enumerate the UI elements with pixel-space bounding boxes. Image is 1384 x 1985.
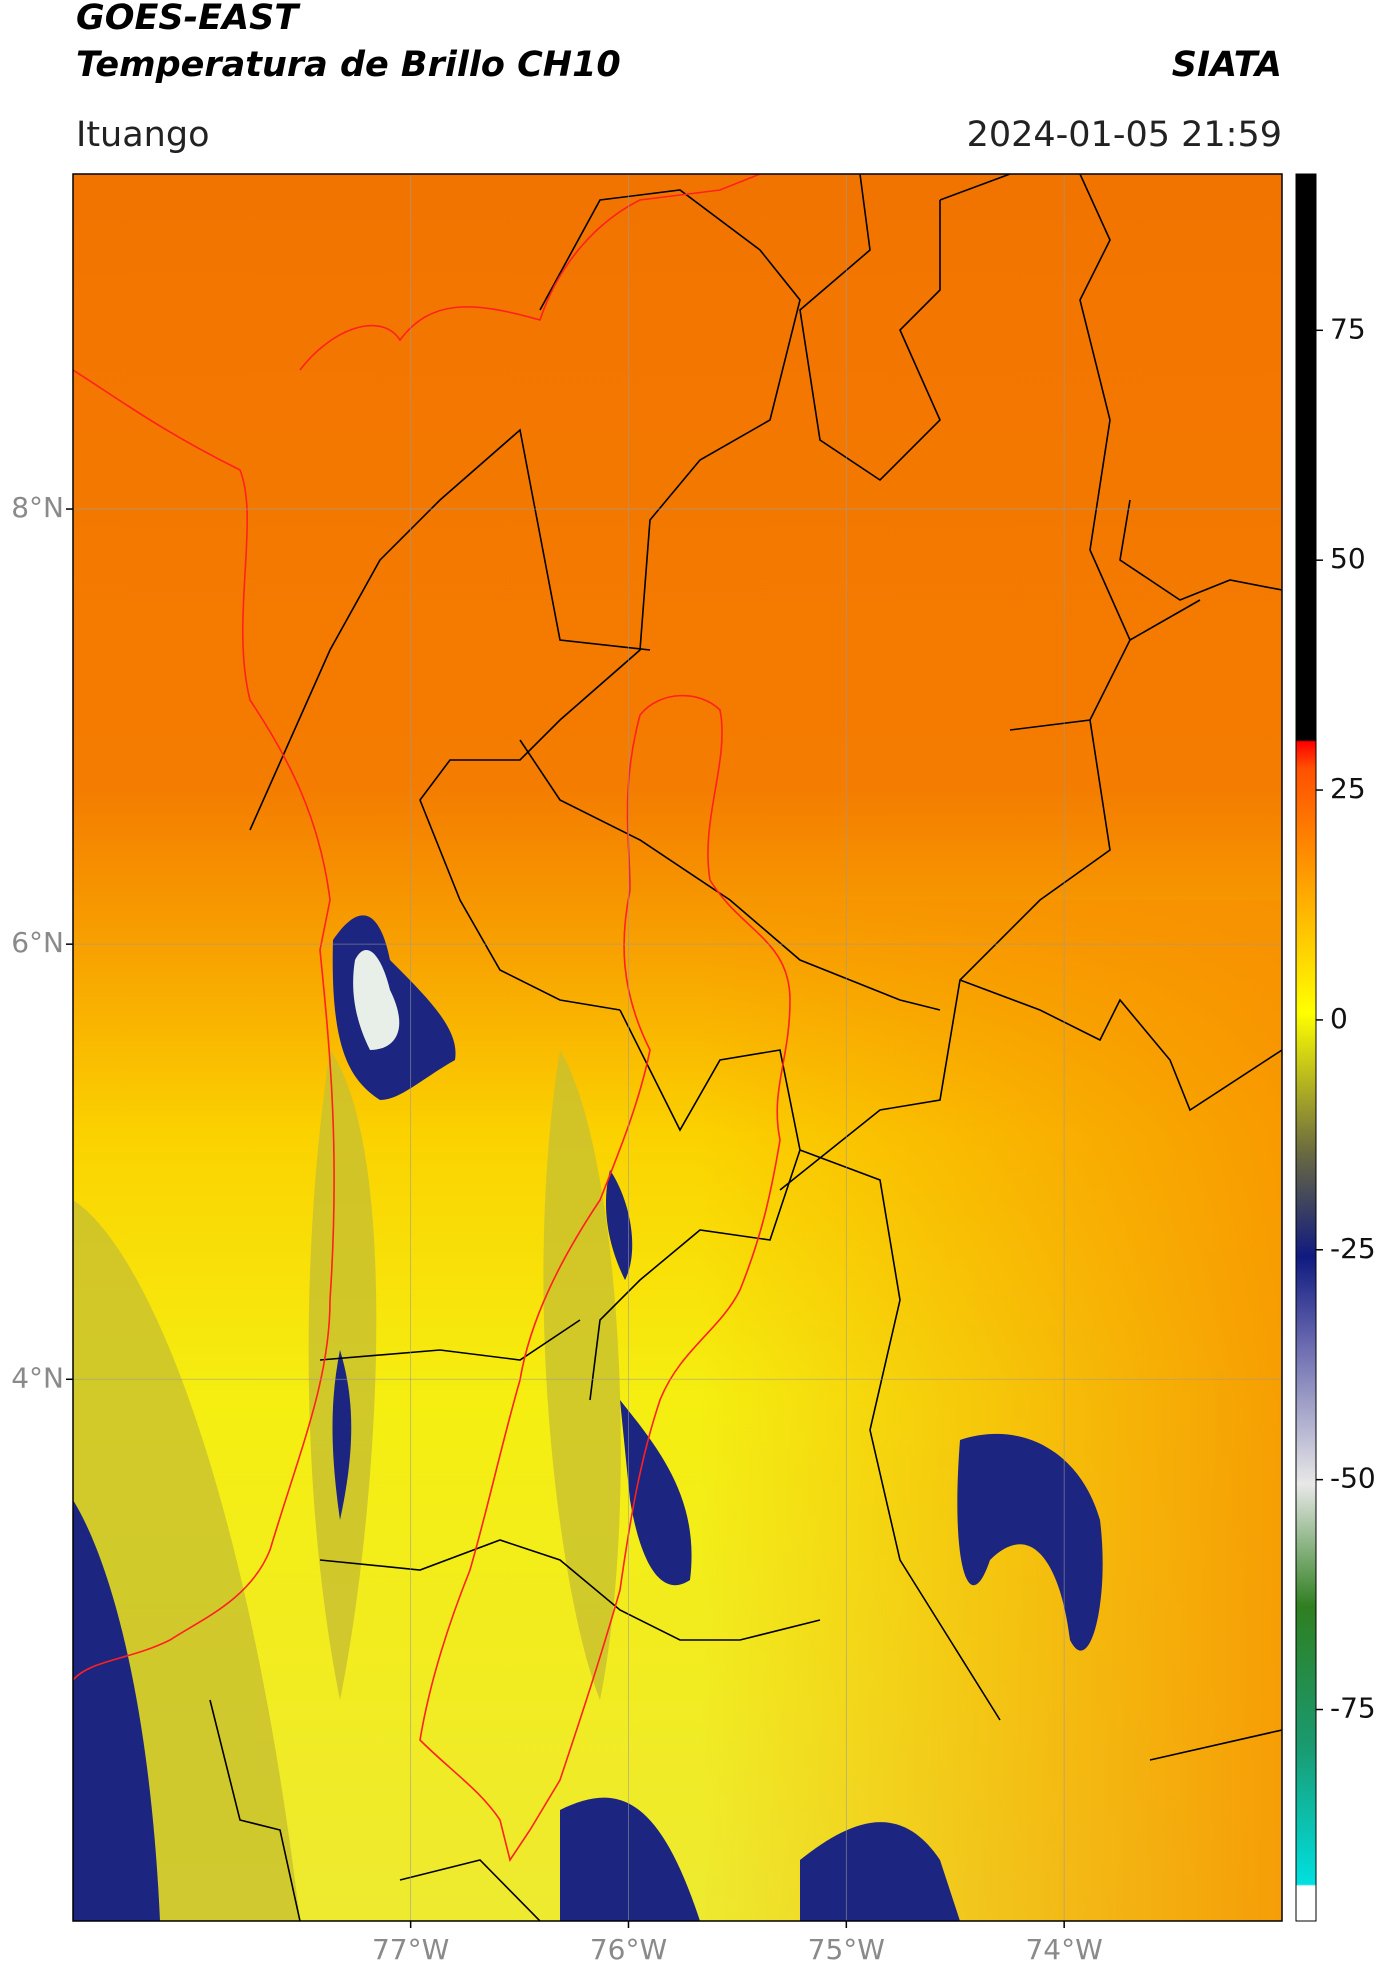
colorbar-ticks: 75 50 25 0 -25 -50 -75 <box>1316 312 1376 1725</box>
lat-tick-label: 8°N <box>11 491 64 524</box>
colorbar <box>1295 173 1317 1922</box>
lon-tick-label: 74°W <box>1025 1933 1102 1966</box>
colorbar-tick-label: 25 <box>1330 772 1366 805</box>
colorbar-tick-label: 75 <box>1330 312 1366 345</box>
map-frame <box>72 173 1283 1922</box>
map-axes: 8°N 6°N 4°N 77°W 76°W 75°W 74°W <box>11 491 1103 1966</box>
satellite: GOES-EAST <box>76 0 301 38</box>
colorbar-tick-label: -75 <box>1330 1692 1376 1725</box>
location: Ituango <box>76 115 210 155</box>
colorbar-tick-label: 0 <box>1330 1002 1348 1035</box>
agency: SIATA <box>1172 45 1282 85</box>
map-image <box>73 174 1282 1921</box>
lon-tick-label: 77°W <box>372 1933 449 1966</box>
lat-tick-label: 6°N <box>11 926 64 959</box>
datetime: 2024-01-05 21:59 <box>967 115 1282 155</box>
colorbar-tick-label: 50 <box>1330 542 1366 575</box>
lon-tick-label: 76°W <box>590 1933 667 1966</box>
graticule <box>73 174 1282 1921</box>
lon-tick-label: 75°W <box>808 1933 885 1966</box>
lat-tick-label: 4°N <box>11 1361 64 1394</box>
product: Temperatura de Brillo CH10 <box>76 45 621 85</box>
colorbar-tick-label: -25 <box>1330 1232 1376 1265</box>
colorbar-tick-label: -50 <box>1330 1462 1376 1495</box>
